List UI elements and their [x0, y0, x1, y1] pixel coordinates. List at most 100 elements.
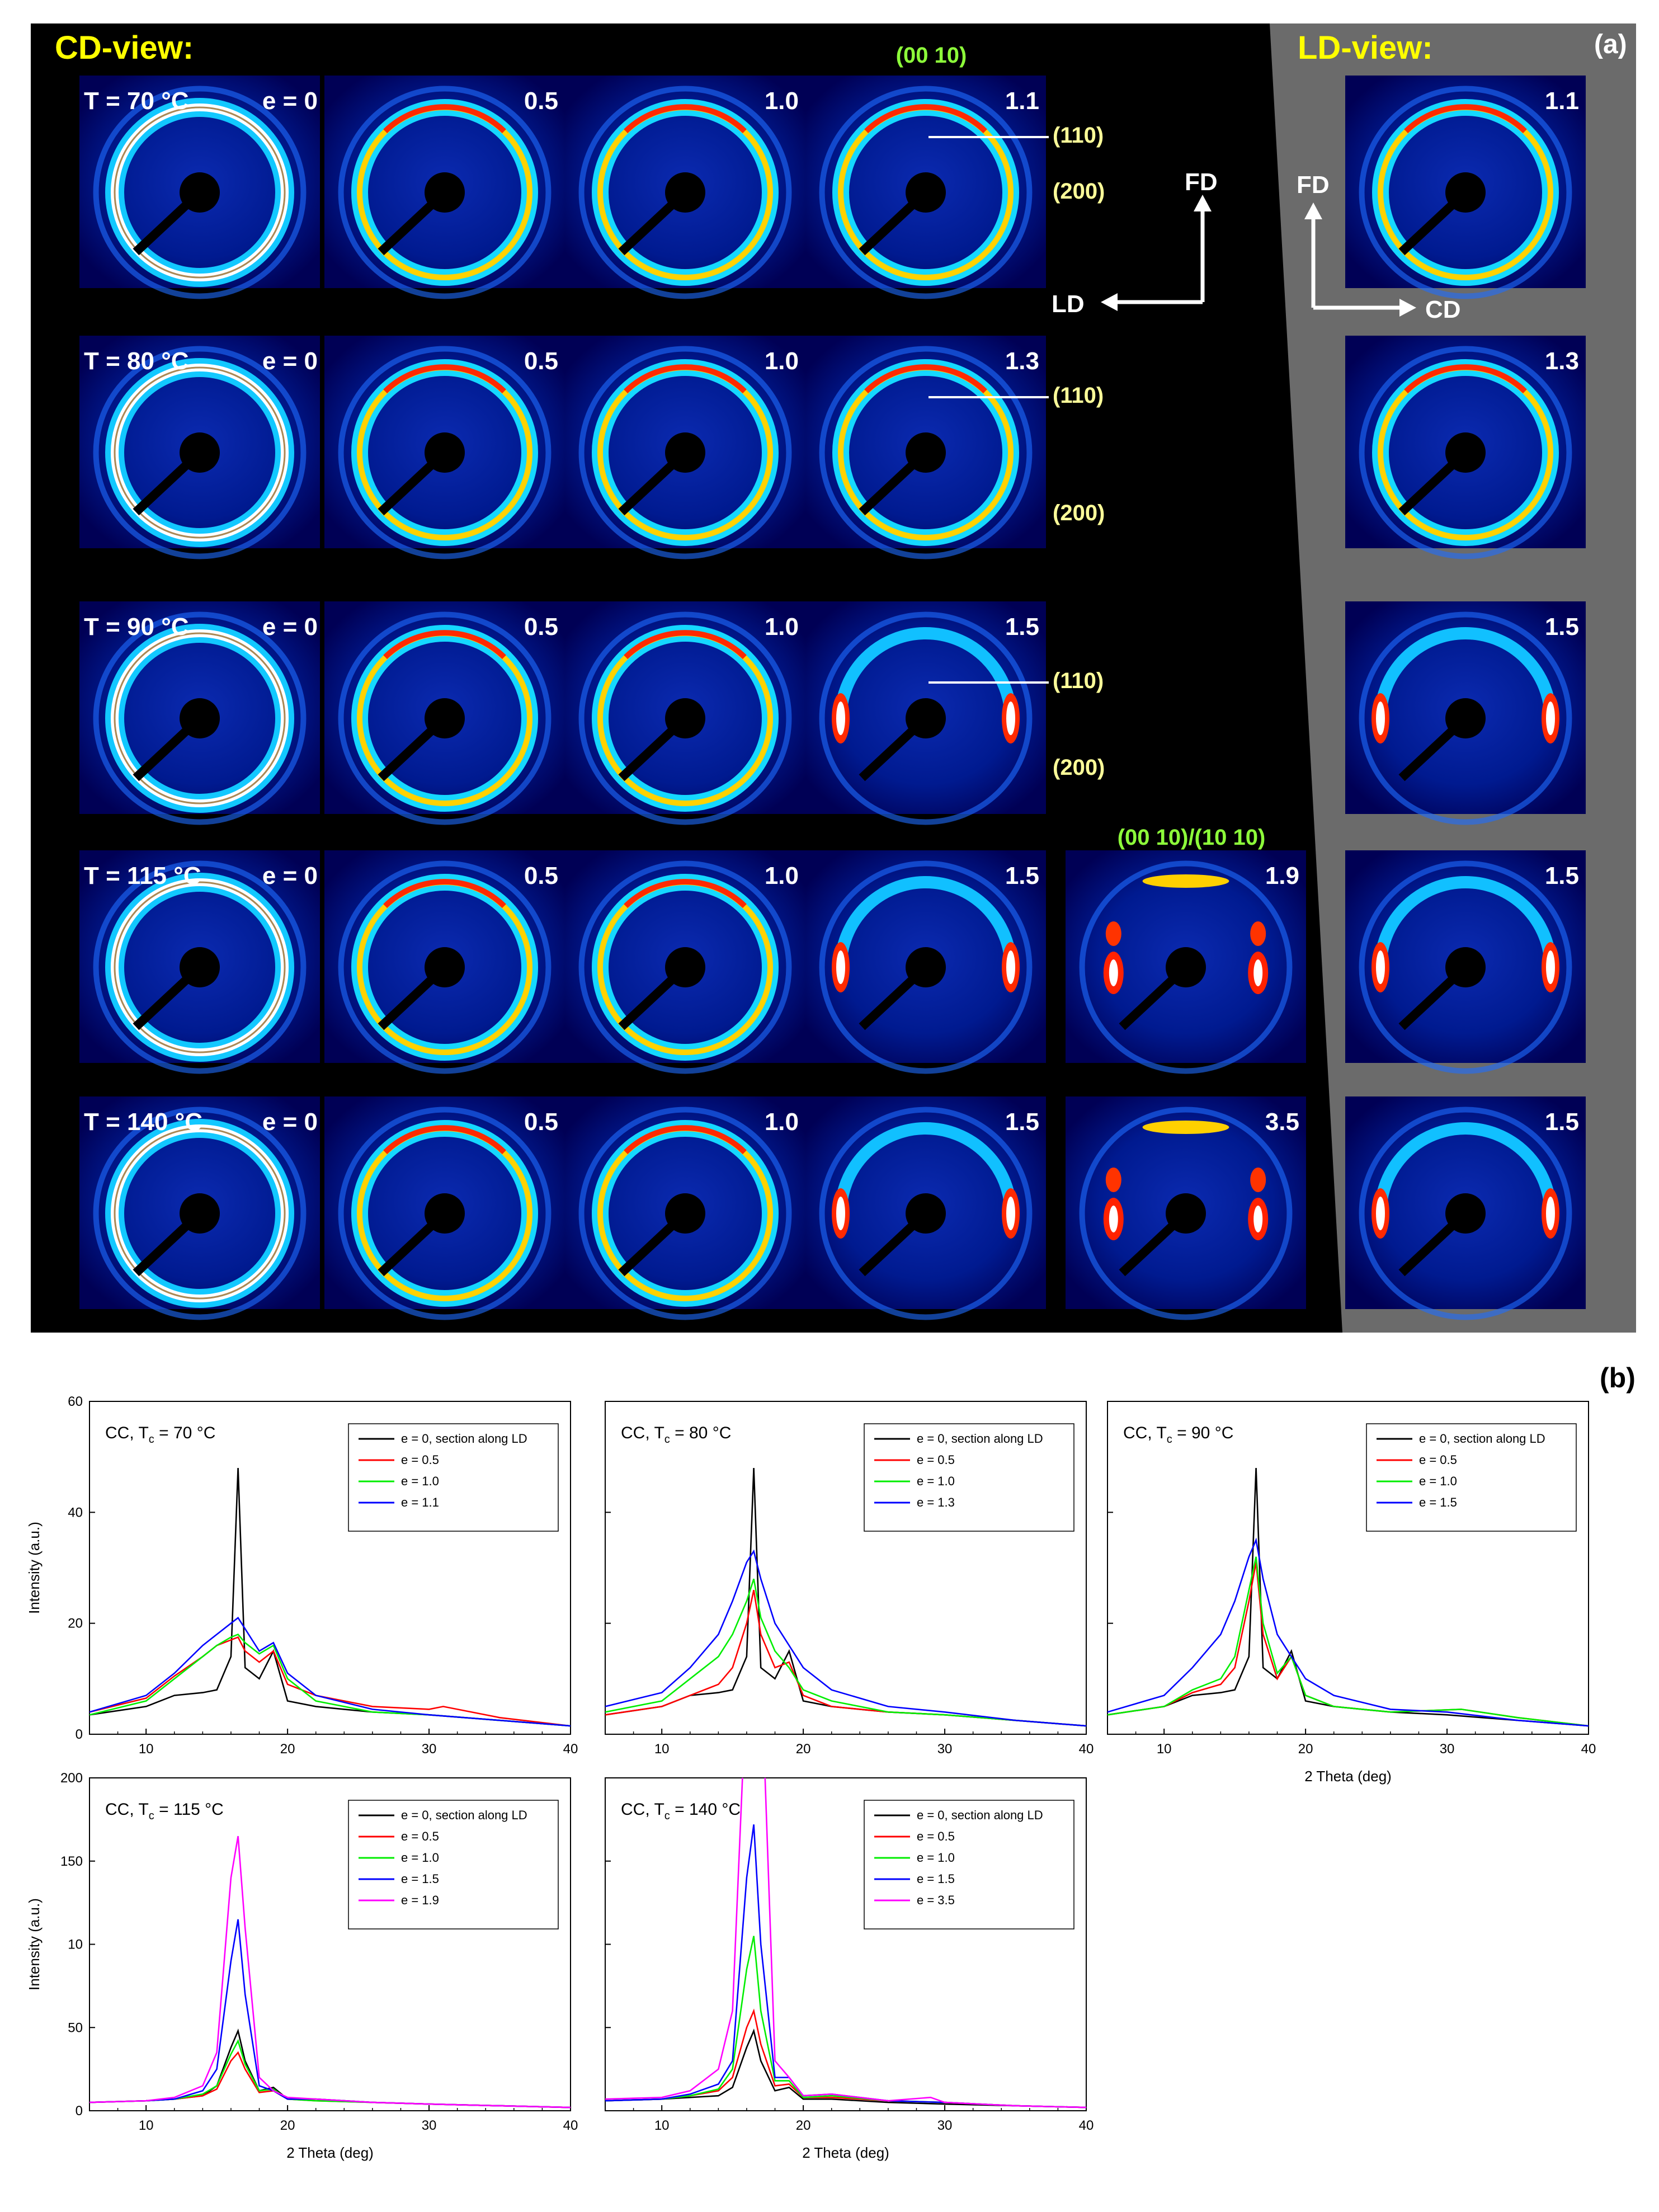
- ld-strain-label: 1.5: [1545, 862, 1579, 889]
- ld-pattern-r2: [1345, 336, 1586, 559]
- legend-entry: e = 1.1: [401, 1495, 439, 1509]
- cd-pattern-r2-c2: [324, 336, 565, 559]
- ld-view-title: LD-view:: [1298, 30, 1433, 66]
- strain-label-e0: e = 0: [262, 613, 318, 641]
- series-line-4: [605, 1824, 1086, 2109]
- pattern-grid: T = 70 °C e = 0 0.5 1.0 1.1 1.1 (00 10) (110) (2…: [79, 43, 1586, 1320]
- chart-2: 10 20 30 40 CC, Tc = 80 °C e = 0, section alo…: [605, 1401, 1094, 1757]
- legend: e = 0, section along LD e = 0.5 e = 1.0 e =…: [864, 1423, 1074, 1532]
- reflection-label-200: (200): [1053, 755, 1105, 780]
- y-tick-label: 50: [68, 2020, 83, 2035]
- series-line-4: [1107, 1537, 1589, 1727]
- chart-title: CC, Tc = 115 °C: [105, 1800, 224, 1822]
- strain-label: 1.5: [1005, 613, 1039, 641]
- cd-pattern-r1-c2: [324, 76, 565, 299]
- strain-label: 1.0: [765, 613, 799, 641]
- x-tick-label: 10: [654, 2118, 670, 2133]
- legend: e = 0, section along LD e = 0.5 e = 1.0 e =…: [864, 1800, 1074, 1929]
- cd-pattern-r2-c1: [79, 336, 320, 559]
- reflection-label-200: (200): [1053, 179, 1105, 204]
- x-tick-label: 30: [422, 2118, 437, 2133]
- ld-strain-label: 1.5: [1545, 613, 1579, 641]
- series-line-2: [605, 1589, 1086, 1727]
- x-axis-label: 2 Theta (deg): [286, 2144, 374, 2161]
- legend-entry: e = 3.5: [917, 1893, 955, 1907]
- strain-label: 3.5: [1265, 1108, 1299, 1136]
- series-line-2: [89, 1636, 571, 1727]
- cd-pattern-r4-c2: [324, 850, 565, 1074]
- y-axis-label: Intensity (a.u.): [26, 1522, 43, 1614]
- series-line-2: [605, 2008, 1086, 2109]
- y-tick-label: 0: [76, 2103, 83, 2119]
- strain-label: 0.5: [524, 613, 558, 641]
- cd-pattern-r3-c4: [805, 601, 1046, 825]
- x-tick-label: 20: [280, 2118, 295, 2133]
- legend-entry: e = 1.9: [401, 1893, 439, 1907]
- ld-pattern-r1: [1345, 76, 1586, 299]
- series-line-3: [89, 1633, 571, 1727]
- series-line-1: [89, 2029, 571, 2109]
- legend-entry: e = 1.0: [917, 1851, 955, 1865]
- legend-entry: e = 1.5: [1419, 1495, 1457, 1509]
- ld-axes-indicator: [1304, 203, 1416, 317]
- chart-title: CC, Tc = 80 °C: [621, 1424, 731, 1446]
- x-axis-label: 2 Theta (deg): [1304, 1768, 1392, 1785]
- row-temperature-label: T = 70 °C: [84, 87, 189, 115]
- y-tick-label: 10: [68, 1937, 83, 1952]
- row-temperature-label: T = 80 °C: [84, 347, 189, 375]
- chart-container: 10 20 30 40 0 20 40 60 Intensity (a.u.) CC, Tc = …: [26, 1394, 1596, 2161]
- reflection-label-110: (110): [1053, 383, 1104, 408]
- legend-entry: e = 0, section along LD: [401, 1808, 527, 1822]
- series-line-5: [89, 1836, 571, 2109]
- chart-title: CC, Tc = 90 °C: [1123, 1424, 1233, 1446]
- strain-label: 1.0: [765, 87, 799, 115]
- series-line-2: [1107, 1562, 1589, 1727]
- chart-3: 10 20 30 40 2 Theta (deg) CC, Tc = 90 °C e = 0…: [1107, 1401, 1596, 1785]
- strain-label-e0: e = 0: [262, 862, 318, 889]
- strain-label-e0: e = 0: [262, 1108, 318, 1136]
- legend-entry: e = 0.5: [917, 1453, 955, 1467]
- cd-pattern-r1-c3: [565, 76, 805, 299]
- cd-pattern-r5-c1: [79, 1096, 320, 1320]
- strain-label: 1.9: [1265, 862, 1299, 889]
- series-line-4: [89, 1919, 571, 2109]
- cd-pattern-r3-c1: [79, 601, 320, 825]
- cd-pattern-r3-c2: [324, 601, 565, 825]
- x-tick-label: 10: [139, 2118, 154, 2133]
- legend-entry: e = 0.5: [401, 1453, 439, 1467]
- chart-5: 10 20 30 40 2 Theta (deg) CC, Tc = 140 °C e = …: [605, 1777, 1094, 2161]
- y-tick-label: 0: [76, 1727, 83, 1742]
- legend: e = 0, section along LD e = 0.5 e = 1.0 e =…: [348, 1423, 559, 1532]
- ld-axis-fd-label: FD: [1297, 171, 1330, 199]
- strain-label: 0.5: [524, 862, 558, 889]
- strain-label: 1.0: [765, 347, 799, 375]
- panel-b-tag: (b): [1600, 1362, 1636, 1394]
- legend-entry: e = 0.5: [1419, 1453, 1457, 1467]
- reflection-label-200: (200): [1053, 501, 1105, 525]
- cd-view-title: CD-view:: [55, 30, 194, 66]
- series-line-4: [89, 1616, 571, 1727]
- legend-entry: e = 0.5: [401, 1829, 439, 1843]
- y-tick-label: 60: [68, 1394, 83, 1409]
- cd-pattern-r5-c2: [324, 1096, 565, 1320]
- legend-entry: e = 0.5: [917, 1829, 955, 1843]
- legend-entry: e = 1.0: [1419, 1474, 1457, 1488]
- cd-pattern-r4-c4: [805, 850, 1046, 1074]
- ld-strain-label: 1.5: [1545, 1108, 1579, 1136]
- legend-entry: e = 0, section along LD: [917, 1808, 1043, 1822]
- x-tick-label: 20: [1298, 1742, 1313, 1757]
- y-tick-label: 20: [68, 1616, 83, 1631]
- x-tick-label: 30: [937, 2118, 953, 2133]
- series-line-1: [605, 2029, 1086, 2109]
- x-tick-label: 40: [563, 1742, 578, 1757]
- ld-pattern-r5: [1345, 1096, 1586, 1320]
- y-tick-label: 200: [60, 1771, 83, 1786]
- cd-axes-indicator: [1101, 195, 1212, 311]
- legend: e = 0, section along LD e = 0.5 e = 1.0 e =…: [1366, 1423, 1577, 1532]
- cd-pattern-r1-c4: [805, 76, 1046, 299]
- x-tick-label: 20: [280, 1742, 295, 1757]
- x-tick-label: 10: [654, 1742, 670, 1757]
- x-tick-label: 30: [937, 1742, 953, 1757]
- reflection-label-top: (00 10): [896, 43, 967, 68]
- y-tick-label: 40: [68, 1505, 83, 1520]
